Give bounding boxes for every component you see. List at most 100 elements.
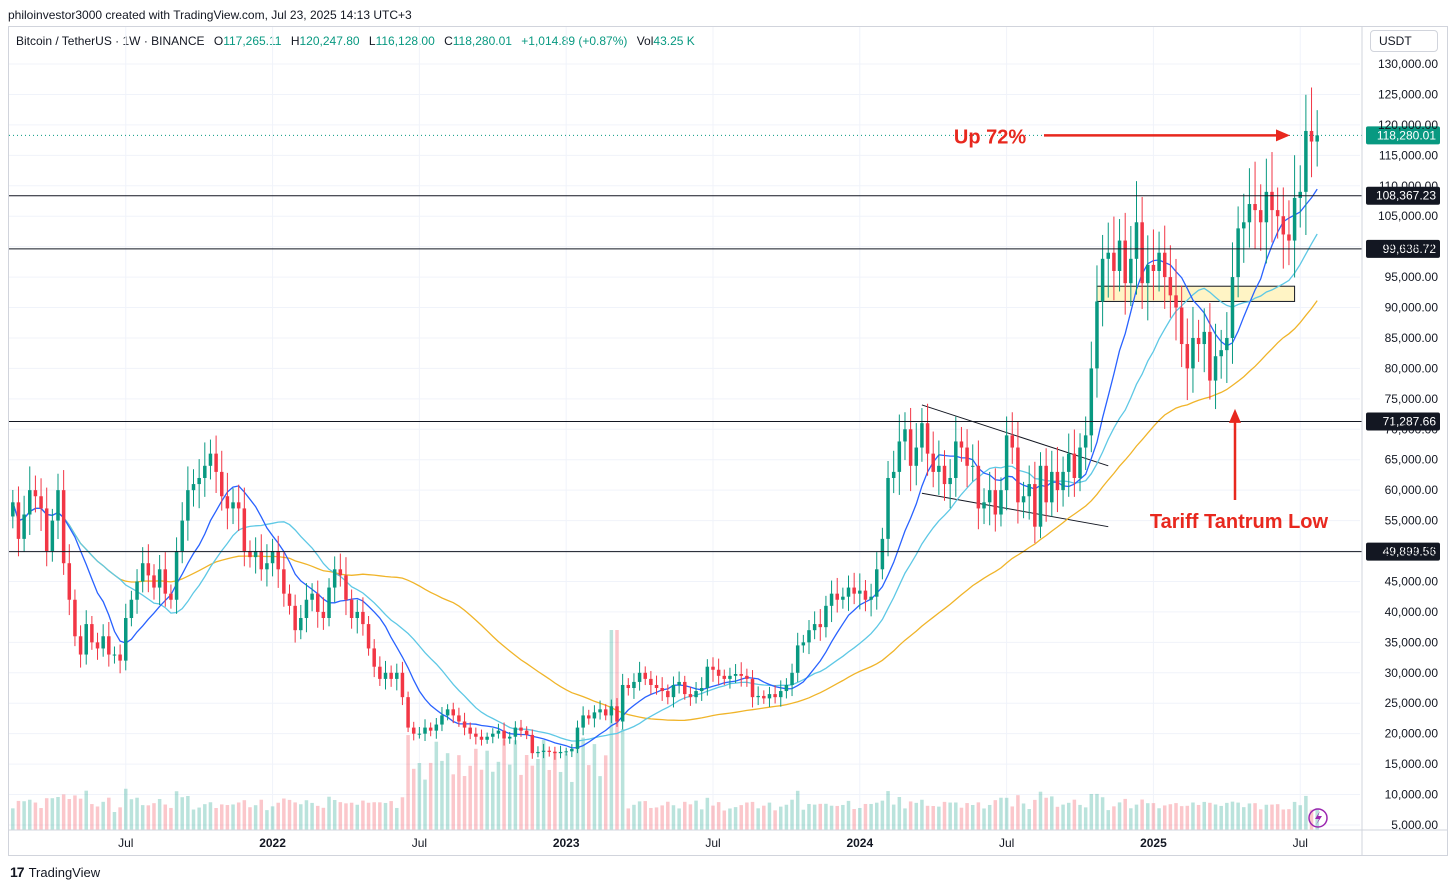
candle-body	[11, 502, 15, 517]
volume-bar	[790, 799, 794, 830]
candle-body	[750, 678, 755, 698]
candle-body	[462, 721, 467, 728]
volume-bar	[191, 809, 196, 830]
y-tick-label: 35,000.00	[1385, 635, 1439, 649]
candle-body	[1038, 465, 1043, 527]
x-tick-label: 2023	[553, 836, 580, 850]
volume-bar	[203, 804, 207, 830]
volume-bar	[1033, 799, 1037, 830]
volume-bar	[33, 802, 38, 830]
volume-bar	[1157, 808, 1161, 830]
volume-bar	[1304, 795, 1308, 830]
volume-bar	[513, 740, 518, 830]
y-tick-label: 30,000.00	[1385, 666, 1439, 680]
candle-body	[846, 587, 851, 597]
volume-bar	[541, 739, 546, 830]
volume-bar	[637, 801, 642, 830]
candle-body	[1106, 252, 1111, 259]
volume-bar	[908, 801, 913, 830]
candle-body	[491, 733, 495, 737]
candle-body	[790, 672, 794, 685]
candle-body	[558, 751, 563, 754]
candle-body	[84, 624, 88, 655]
volume-bar	[39, 808, 43, 830]
volume-bar	[95, 806, 100, 830]
candle-body	[1027, 484, 1031, 497]
volume-bar	[722, 810, 727, 830]
y-tick-label: 95,000.00	[1385, 270, 1439, 284]
volume-bar	[677, 808, 681, 830]
volume-bar	[174, 791, 179, 830]
lightning-icon[interactable]	[1308, 808, 1328, 828]
high-value: 120,247.80	[299, 34, 360, 48]
candle-body	[1309, 130, 1314, 142]
volume-bar	[931, 806, 935, 830]
candle-body	[208, 453, 213, 466]
volume-bar	[1258, 809, 1263, 830]
volume-bar	[180, 797, 184, 830]
y-tick-label: 115,000.00	[1379, 148, 1438, 162]
candle-body	[434, 724, 439, 731]
candle-body	[609, 706, 614, 716]
candle-body	[50, 520, 55, 552]
volume-bar	[632, 804, 636, 830]
candle-body	[880, 538, 885, 570]
volume-bar	[1185, 805, 1190, 830]
volume-bar	[265, 810, 269, 830]
volume-bar	[457, 755, 461, 830]
x-tick-label: Jul	[999, 836, 1014, 850]
candle-body	[524, 730, 529, 735]
candle-body	[440, 715, 444, 725]
candle-body	[457, 715, 461, 722]
volume-bar	[1174, 803, 1178, 830]
candle-body	[1225, 337, 1229, 351]
volume-bar	[389, 801, 393, 830]
candle-body	[152, 575, 156, 588]
volume-bar	[1100, 797, 1105, 830]
candle-body	[564, 751, 568, 753]
candle-body	[784, 684, 789, 692]
volume-bar	[925, 805, 930, 830]
volume-bar	[581, 737, 585, 830]
candle-body	[1146, 264, 1150, 284]
volume-bar	[56, 797, 60, 830]
symbol-name[interactable]: Bitcoin / TetherUS · 1W · BINANCE	[16, 34, 205, 48]
candle-body	[468, 727, 472, 734]
candle-body	[1208, 331, 1212, 381]
x-tick-label: Jul	[412, 836, 427, 850]
currency-unit-button[interactable]: USDT	[1370, 30, 1438, 52]
price-level-label: 108,367.23	[1376, 189, 1436, 203]
candle-body	[219, 471, 224, 497]
volume-bar	[1010, 806, 1015, 830]
tradingview-logo[interactable]: 17 TradingView	[10, 864, 100, 880]
candle-body	[28, 490, 32, 515]
volume-bar	[587, 765, 591, 830]
y-tick-label: 120,000.00	[1378, 118, 1438, 132]
volume-bar	[1117, 802, 1122, 830]
candle-body	[1033, 484, 1037, 527]
candle-body	[270, 551, 275, 564]
candle-body	[519, 727, 523, 731]
candle-body	[976, 465, 981, 509]
candle-body	[361, 611, 365, 625]
x-tick-label: Jul	[118, 836, 133, 850]
volume-bar	[987, 804, 992, 830]
volume-bar	[666, 801, 670, 830]
volume-bar	[524, 754, 529, 830]
candle-body	[841, 596, 845, 600]
y-tick-label: 25,000.00	[1385, 696, 1439, 710]
volume-bar	[135, 797, 139, 830]
candle-body	[948, 477, 952, 485]
volume-bar	[965, 803, 969, 830]
volume-bar	[1106, 810, 1111, 830]
volume-bar	[112, 812, 117, 830]
candle-body	[852, 587, 856, 594]
candle-body	[773, 694, 777, 698]
volume-bar	[1202, 801, 1206, 830]
candle-body	[406, 697, 410, 728]
candle-body	[203, 465, 207, 478]
candle-body	[931, 453, 935, 472]
candle-body	[908, 429, 913, 466]
candle-body	[33, 490, 38, 497]
